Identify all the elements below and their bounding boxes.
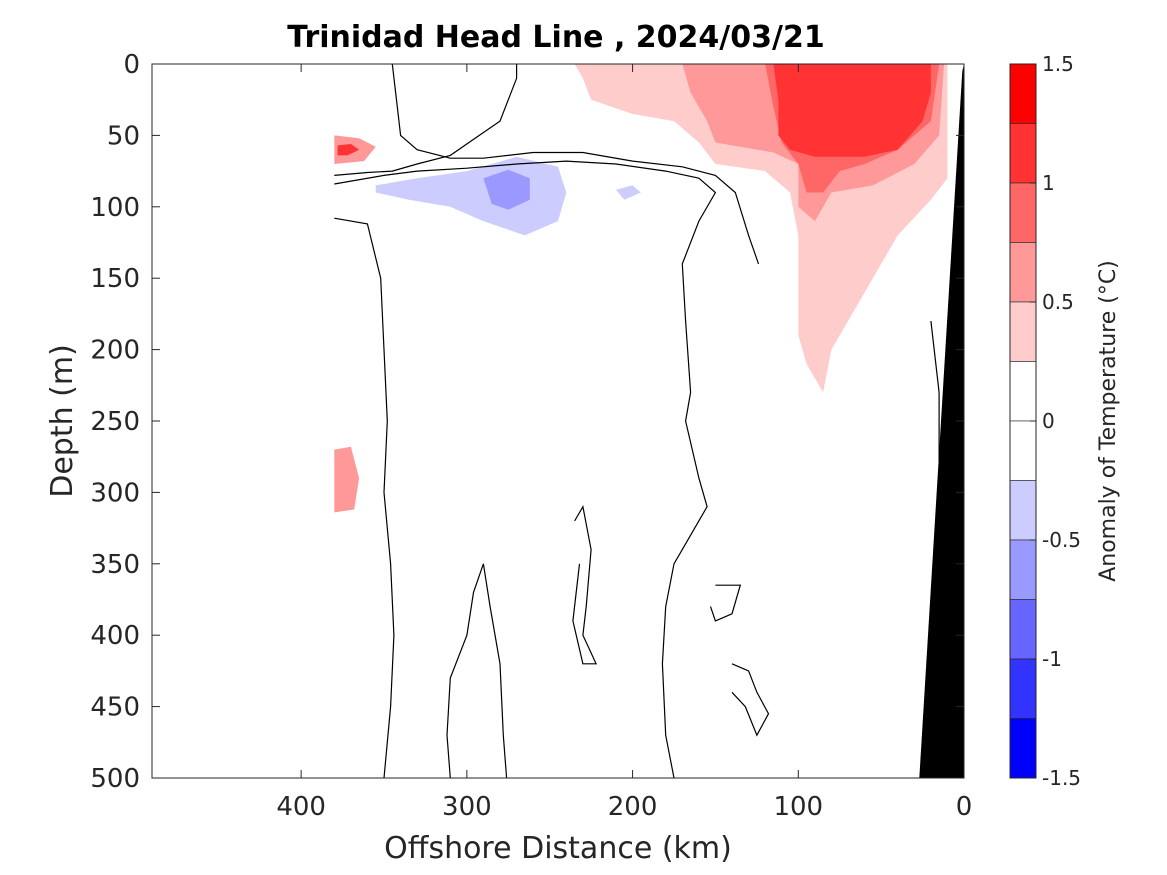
colorbar-swatch [1009, 301, 1037, 362]
y-tick-label: 300 [90, 478, 140, 508]
plot-area: 400 300 200 100 0 0 50 100 150 200 250 300 350 400 45… [90, 50, 972, 822]
zero-contour-line-0 [391, 64, 760, 265]
anomaly-region-11 [334, 146, 716, 600]
anomaly-region-14 [483, 169, 530, 210]
zero-contour-line-5 [572, 505, 598, 665]
y-tick-label: 250 [90, 407, 140, 437]
colorbar-tick-label: -0.5 [1042, 528, 1081, 552]
colorbar-label: Anomaly of Temperature (°C) [1096, 260, 1121, 582]
x-tick-label: 0 [956, 792, 973, 822]
colorbar: 1.5 1 0.5 0 -0.5 -1 -1.5 Anomaly of Temperatur… [1009, 52, 1121, 790]
y-tick-label: 50 [107, 121, 140, 151]
colorbar-swatch [1009, 658, 1037, 719]
colorbar-swatch [1009, 718, 1037, 779]
y-tick-label: 400 [90, 621, 140, 651]
colorbar-swatch [1009, 182, 1037, 243]
anomaly-region-15 [914, 406, 940, 736]
x-axis-label: Offshore Distance (km) [384, 831, 732, 866]
y-tick-label: 100 [90, 193, 140, 223]
anomaly-region-16 [934, 292, 940, 343]
colorbar-tick-label: -1 [1042, 647, 1062, 671]
y-tick-label: 200 [90, 336, 140, 366]
colorbar-swatch [1009, 63, 1037, 124]
anomaly-region-4 [337, 144, 360, 156]
anomaly-region-9 [773, 64, 931, 157]
anomaly-region-1 [334, 213, 389, 778]
x-tick-label: 200 [608, 792, 658, 822]
chart-title: Trinidad Head Line , 2024/03/21 [287, 20, 824, 55]
x-tick-label: 100 [773, 792, 823, 822]
zero-contour-line-3 [334, 160, 717, 778]
colorbar-swatch [1009, 242, 1037, 303]
zero-contour-line-6 [709, 584, 742, 622]
y-tick-label: 500 [90, 764, 140, 794]
colorbar-tick-label: -1.5 [1042, 766, 1081, 790]
y-tick-label: 0 [123, 50, 140, 80]
x-tick-label: 300 [442, 792, 492, 822]
y-tick-label: 150 [90, 264, 140, 294]
y-axis-label: Depth (m) [45, 344, 80, 498]
anomaly-region-2 [334, 446, 360, 513]
colorbar-swatch [1009, 539, 1037, 600]
colorbar-swatch [1009, 361, 1037, 422]
colorbar-swatch [1009, 480, 1037, 541]
x-tick-label: 400 [276, 792, 326, 822]
colorbar-swatch [1009, 123, 1037, 184]
colorbar-tick-label: 1.5 [1042, 52, 1074, 76]
zero-contour-line-7 [731, 663, 770, 737]
y-tick-label: 350 [90, 550, 140, 580]
y-tick-label: 450 [90, 693, 140, 723]
zero-contour-line-1 [334, 64, 518, 176]
colorbar-tick-label: 0 [1042, 409, 1055, 433]
colorbar-swatch [1009, 599, 1037, 660]
colorbar-swatch [1009, 420, 1037, 481]
anomaly-region-13 [616, 185, 641, 200]
zero-contour-line-4 [446, 563, 508, 778]
zero-contour-line-2 [334, 217, 395, 778]
colorbar-tick-label: 0.5 [1042, 290, 1074, 314]
anomaly-region-10 [408, 64, 467, 124]
bathymetry-shelf [919, 64, 964, 778]
colorbar-tick-label: 1 [1042, 171, 1055, 195]
